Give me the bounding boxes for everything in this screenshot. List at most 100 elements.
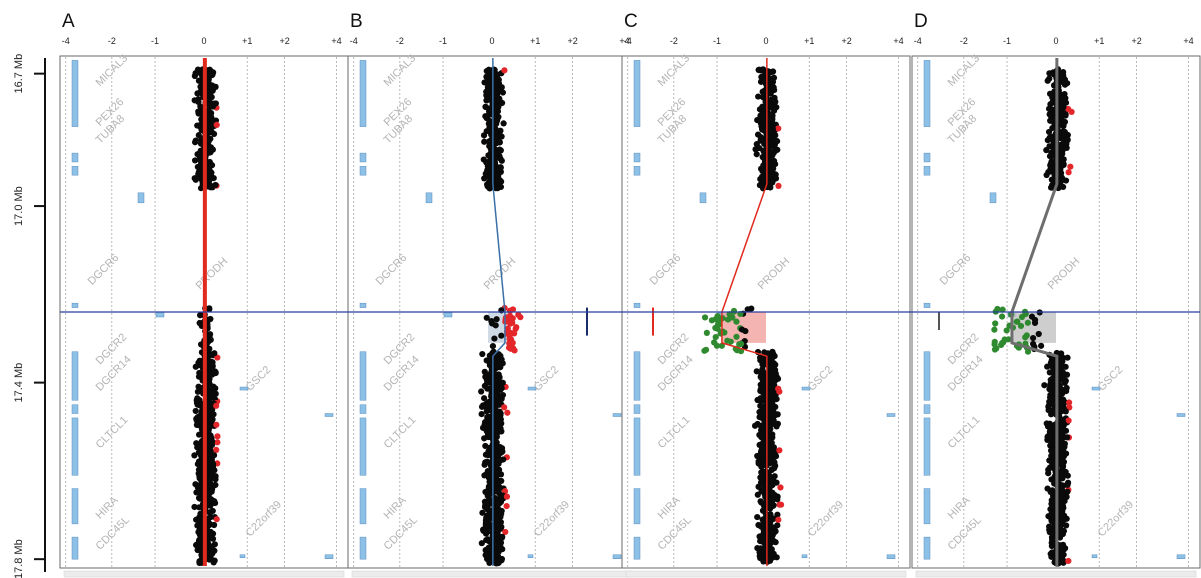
data-point [757, 385, 764, 393]
data-point [1060, 514, 1067, 521]
gene-bar [989, 192, 997, 204]
data-point [482, 459, 489, 466]
data-point [768, 388, 776, 395]
data-point [194, 122, 201, 129]
gene-bar [923, 404, 931, 414]
data-point [207, 416, 214, 424]
data-point [724, 337, 731, 344]
data-point [482, 552, 489, 559]
scrollbar[interactable] [915, 570, 1197, 578]
x-tick-label: -1 [151, 36, 159, 46]
gene-bar [801, 554, 808, 559]
data-point [769, 489, 776, 496]
data-point [207, 482, 215, 489]
gene-bar [425, 192, 433, 204]
data-point [486, 447, 493, 454]
data-point [207, 363, 214, 370]
gene-bar [1176, 554, 1186, 560]
data-point [762, 103, 769, 110]
data-point [768, 466, 775, 474]
data-point [773, 104, 780, 111]
data-point [753, 368, 760, 375]
data-point [197, 312, 204, 319]
data-point [762, 440, 770, 447]
data-point [507, 336, 515, 343]
data-point [497, 539, 505, 546]
data-point [774, 420, 782, 427]
x-tick-label: -4 [624, 36, 632, 46]
data-point [1059, 111, 1066, 119]
data-point [776, 388, 783, 395]
data-point [497, 147, 504, 154]
data-point [494, 450, 501, 458]
gene-bar [801, 386, 811, 391]
gene-bar [71, 417, 79, 476]
data-point [701, 347, 708, 354]
cnv-marker [586, 307, 588, 336]
data-point [495, 477, 503, 485]
data-point [777, 501, 785, 508]
data-point [495, 500, 503, 507]
data-point [500, 456, 507, 463]
x-tick-label: +1 [804, 36, 814, 46]
data-point [769, 119, 776, 126]
data-point [760, 527, 767, 534]
data-point [478, 388, 485, 395]
data-point [1050, 358, 1057, 366]
data-point [498, 332, 505, 339]
data-point [701, 314, 709, 321]
data-point [503, 503, 510, 510]
data-point [513, 324, 520, 331]
data-point [1056, 392, 1064, 399]
data-point [208, 488, 215, 495]
scrollbar[interactable] [351, 570, 633, 578]
scrollbar[interactable] [63, 570, 345, 578]
data-point [991, 346, 999, 353]
data-point [772, 175, 780, 182]
data-point [774, 494, 781, 501]
data-point [495, 376, 502, 383]
data-point [482, 530, 490, 537]
data-point [770, 135, 777, 142]
data-point [197, 412, 204, 419]
gene-bar [527, 554, 534, 559]
data-point [197, 341, 205, 348]
data-point [485, 483, 492, 490]
data-point [493, 428, 500, 435]
cnv-marker [938, 312, 940, 330]
gene-bar [923, 536, 931, 560]
data-point [757, 120, 765, 127]
data-point [772, 462, 779, 469]
gene-bar [359, 488, 367, 525]
data-point [196, 156, 203, 163]
data-point [1048, 476, 1055, 483]
x-tick-label: 0 [1053, 36, 1058, 46]
data-point [1058, 444, 1065, 452]
data-point [196, 504, 203, 511]
data-point [210, 461, 217, 468]
data-point [481, 79, 488, 86]
data-point [715, 321, 723, 328]
x-tick-label: -1 [439, 36, 447, 46]
data-point [1028, 313, 1036, 320]
data-point [196, 537, 203, 544]
data-point [496, 97, 503, 104]
data-point [1064, 354, 1071, 361]
data-point [1059, 369, 1067, 376]
data-point [499, 448, 506, 455]
data-point [770, 550, 777, 557]
data-point [210, 521, 218, 529]
segment-line [1010, 58, 1059, 566]
x-tick-label: +1 [242, 36, 252, 46]
data-point [1017, 322, 1025, 330]
scrollbar[interactable] [625, 570, 907, 578]
gene-bar [633, 417, 641, 476]
panel-letter: B [350, 11, 363, 32]
data-point [206, 306, 213, 313]
x-tick-label: -1 [1003, 36, 1011, 46]
data-point [1049, 400, 1056, 407]
data-point [774, 511, 781, 518]
gene-bar [527, 386, 537, 391]
data-point [1018, 313, 1026, 321]
data-point [1066, 399, 1073, 406]
